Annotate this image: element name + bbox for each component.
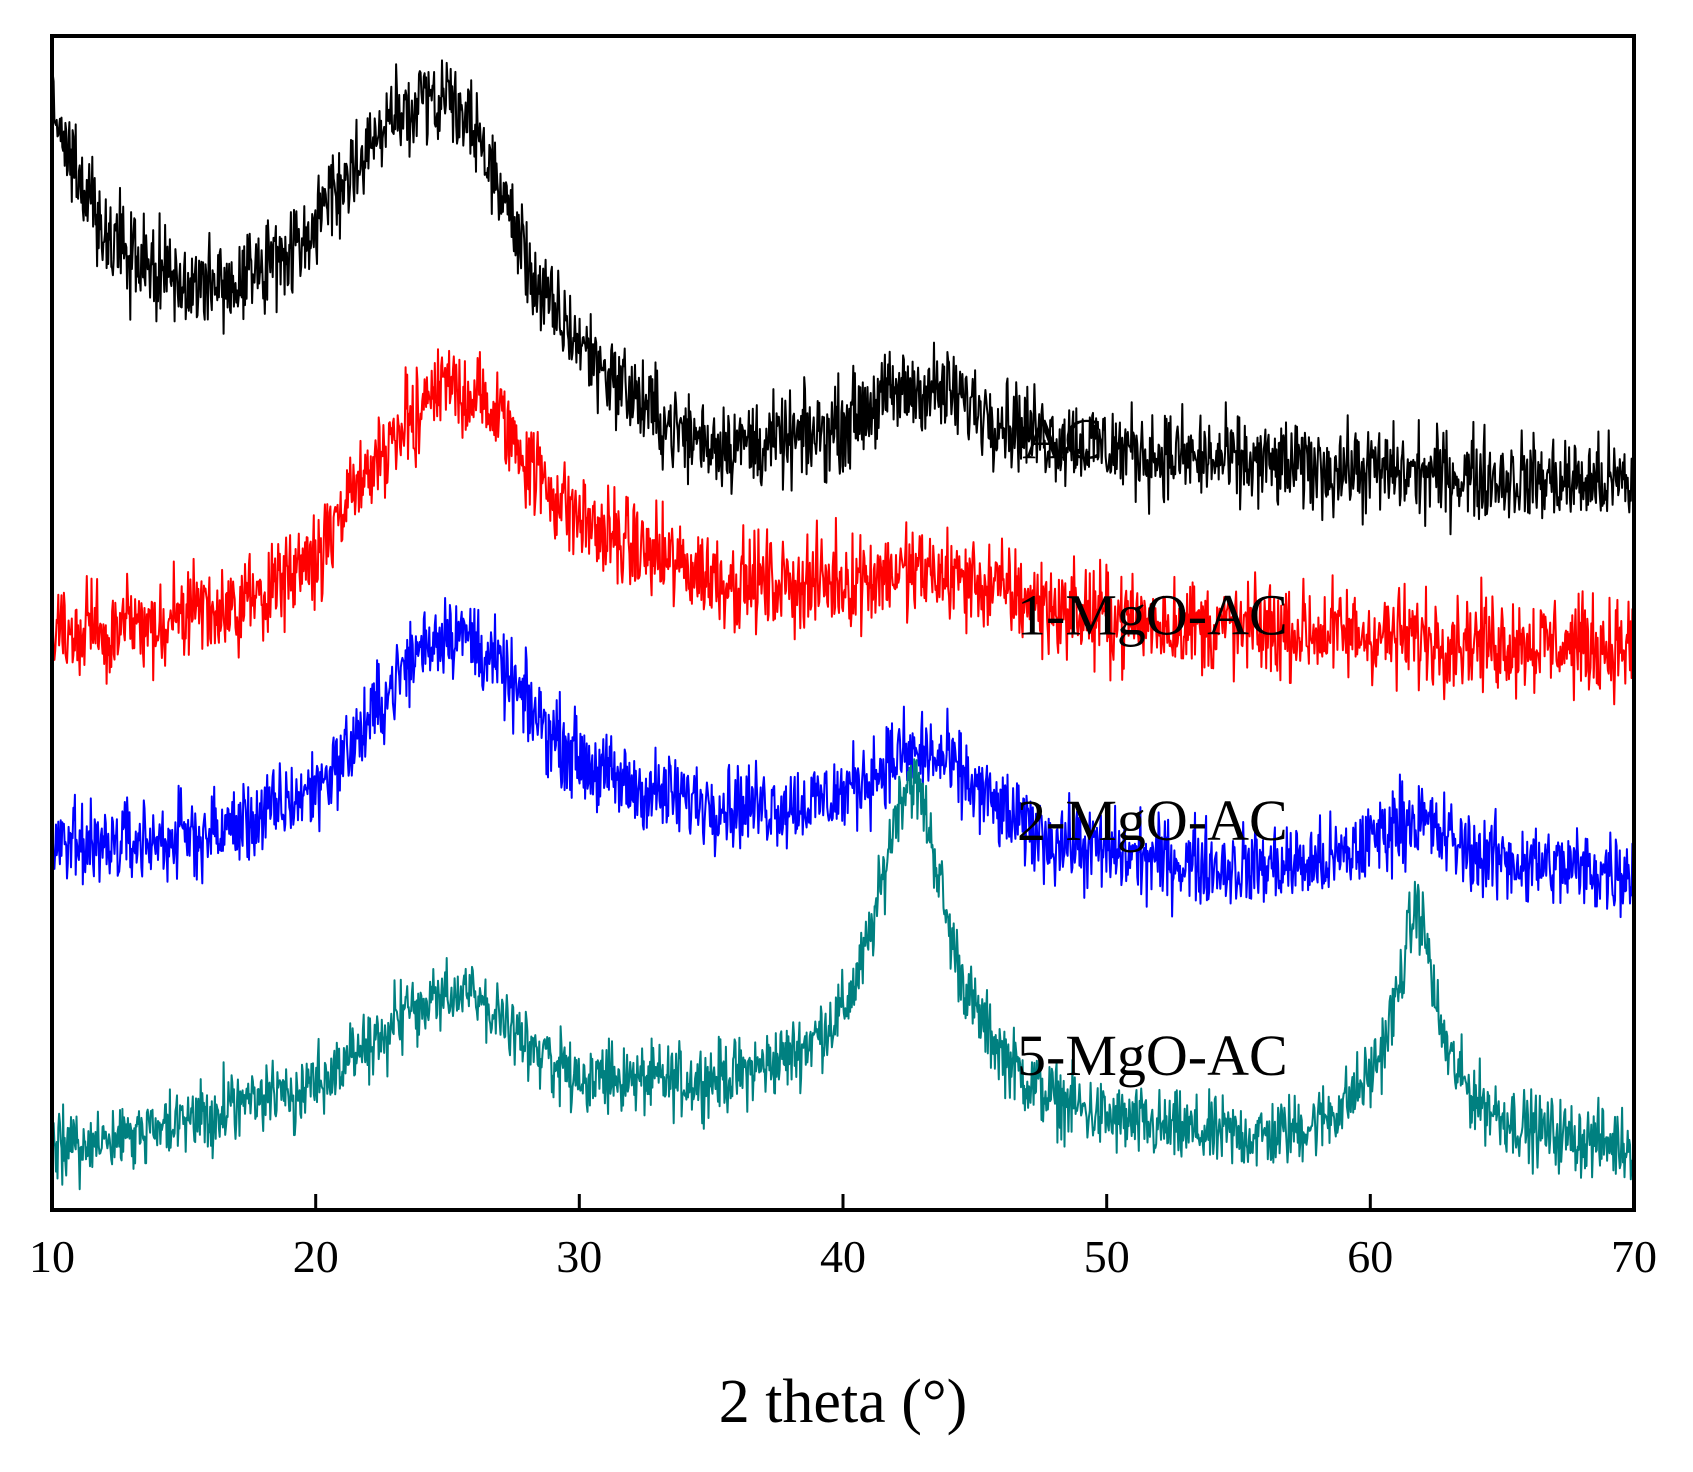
series-line-5-mgo-ac bbox=[51, 758, 1635, 1191]
x-tick-label: 70 bbox=[1611, 1231, 1657, 1282]
x-tick-label: 40 bbox=[820, 1231, 866, 1282]
x-tick-label: 20 bbox=[293, 1231, 339, 1282]
series-line-1-mgo-ac bbox=[51, 348, 1635, 706]
series-line-ac bbox=[51, 59, 1635, 536]
series-label-2-mgo-ac: 2-MgO-AC bbox=[1017, 788, 1288, 853]
x-tick-label: 50 bbox=[1084, 1231, 1130, 1282]
series-label-1-mgo-ac: 1-MgO-AC bbox=[1017, 583, 1288, 648]
x-axis-ticks: 10 20 30 40 50 60 70 bbox=[29, 1194, 1657, 1282]
x-axis-title: 2 theta (°) bbox=[719, 1368, 968, 1436]
x-tick-label: 30 bbox=[556, 1231, 602, 1282]
series-line-2-mgo-ac bbox=[51, 597, 1635, 919]
series-label-5-mgo-ac: 5-MgO-AC bbox=[1017, 1023, 1288, 1088]
x-tick-label: 60 bbox=[1347, 1231, 1393, 1282]
series-layer bbox=[51, 59, 1635, 1191]
x-tick-label: 10 bbox=[29, 1231, 75, 1282]
series-label-layer: AC 1-MgO-AC 2-MgO-AC 5-MgO-AC bbox=[1017, 407, 1288, 1088]
series-label-ac: AC bbox=[1022, 407, 1103, 472]
